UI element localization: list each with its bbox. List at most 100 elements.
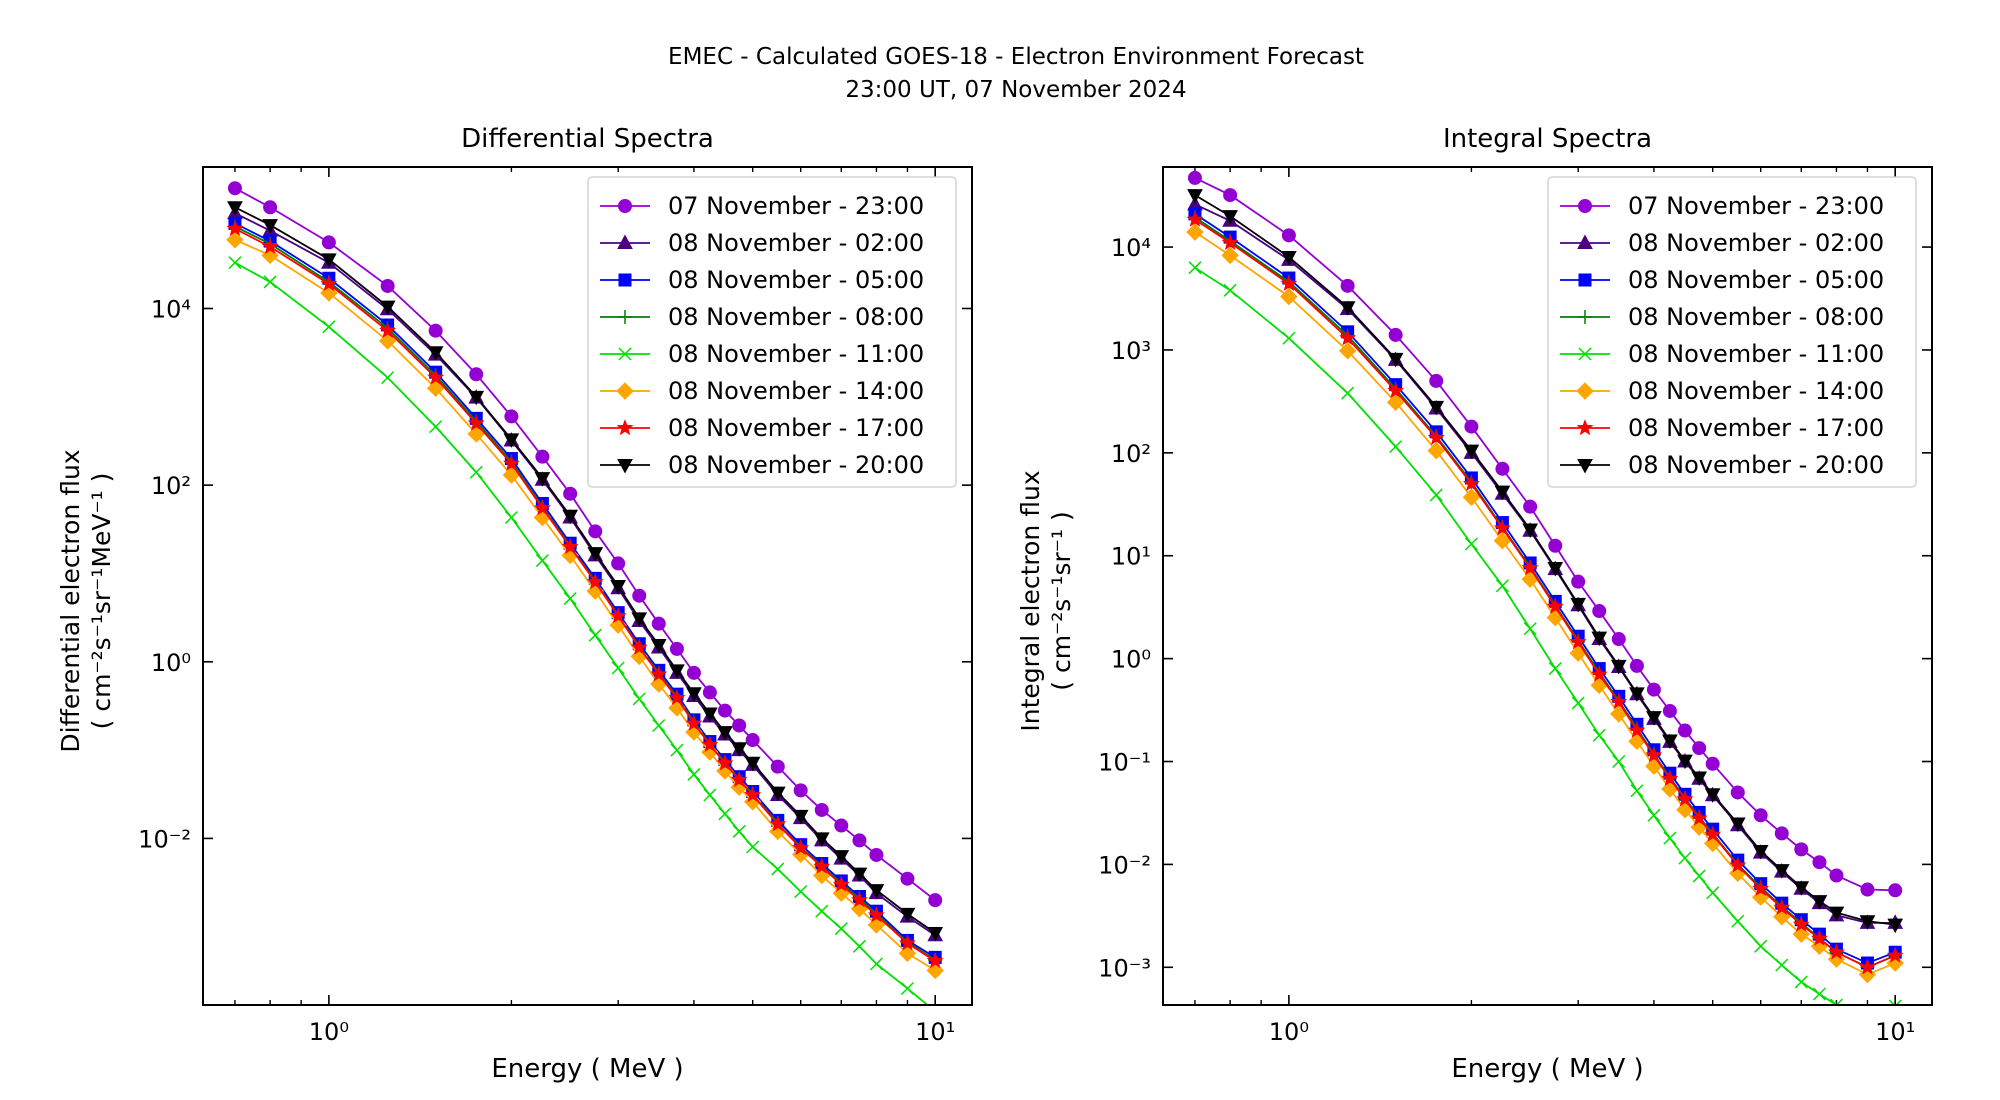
data-point [1591, 631, 1608, 647]
data-point [467, 425, 485, 443]
data-point [503, 433, 520, 448]
data-point [1677, 723, 1692, 738]
data-point [1794, 842, 1809, 857]
data-point [792, 839, 810, 856]
data-point [1704, 788, 1721, 803]
legend-entry: 08 November - 08:00 [600, 303, 924, 331]
data-point [769, 786, 786, 802]
data-point [1280, 274, 1298, 291]
data-point [1691, 771, 1708, 787]
data-point [668, 689, 686, 706]
data-point [502, 454, 520, 471]
data-point [1188, 261, 1202, 275]
data-point [869, 957, 883, 971]
y-axis-label: Integral electron flux [1016, 470, 1045, 731]
data-point [670, 743, 684, 757]
series-08-november-11-00 [1188, 261, 1902, 1005]
legend-marker [1578, 347, 1592, 361]
data-point [1888, 883, 1903, 898]
data-point [771, 862, 785, 876]
data-point [898, 934, 916, 951]
legend-label: 07 November - 23:00 [668, 192, 924, 220]
data-point [1187, 189, 1203, 204]
data-point [1611, 632, 1626, 647]
data-point [745, 733, 760, 748]
data-point [428, 323, 443, 338]
y-tick-label: 10⁻³ [1098, 954, 1151, 982]
data-point [379, 300, 396, 316]
data-point [1692, 869, 1706, 883]
data-point [730, 770, 748, 788]
y-tick-label: 10⁰ [1111, 646, 1151, 674]
figure-title-line1: EMEC - Calculated GOES-18 - Electron Env… [668, 44, 1364, 70]
data-point [380, 278, 395, 293]
data-point [1629, 687, 1645, 702]
data-point [1592, 728, 1606, 742]
data-point [1662, 734, 1678, 750]
figure-title-line2: 23:00 UT, 07 November 2024 [845, 77, 1186, 103]
legend-entry: 08 November - 02:00 [1560, 229, 1884, 257]
data-point [867, 906, 885, 923]
data-point [702, 707, 718, 723]
data-point [1223, 188, 1238, 203]
data-point [1590, 665, 1608, 682]
y-axis-units: ( cm⁻²s⁻¹sr⁻¹MeV⁻¹ ) [87, 473, 116, 730]
data-point [732, 824, 746, 838]
data-point [1387, 352, 1404, 368]
data-point [1428, 400, 1445, 416]
data-point [1523, 622, 1537, 636]
data-point [850, 891, 868, 908]
data-point [1775, 958, 1789, 972]
data-point [561, 537, 579, 555]
data-point [1547, 561, 1564, 577]
data-point [322, 320, 336, 334]
data-point [321, 253, 337, 268]
x-axis-label: Energy ( MeV ) [1451, 1054, 1643, 1084]
data-point [1630, 784, 1644, 798]
legend-label: 08 November - 14:00 [1628, 377, 1884, 405]
data-point [381, 371, 395, 385]
data-point [1752, 844, 1769, 860]
data-point [1546, 608, 1564, 627]
data-point [427, 368, 445, 385]
data-point [1827, 943, 1845, 960]
legend-entry: 07 November - 23:00 [600, 192, 924, 220]
data-point [632, 588, 647, 603]
series-08-november-20-00 [227, 201, 944, 942]
data-point [263, 200, 278, 215]
data-point [227, 201, 243, 216]
data-point [1661, 780, 1679, 798]
data-point [900, 981, 914, 996]
y-tick-label: 10⁰ [151, 649, 191, 677]
data-point [1493, 519, 1511, 536]
y-tick-label: 10³ [1111, 337, 1151, 365]
legend-marker [1578, 199, 1592, 213]
data-point [469, 465, 483, 479]
data-point [1221, 233, 1239, 251]
data-point [687, 767, 701, 781]
data-point [1570, 597, 1587, 613]
data-point [427, 346, 444, 361]
data-point [226, 219, 244, 236]
data-point [630, 638, 648, 655]
data-point [321, 235, 336, 250]
data-point [746, 840, 760, 854]
axes-frame [202, 166, 973, 1006]
data-point [1888, 999, 1902, 1005]
data-point [1387, 382, 1405, 399]
data-point [686, 665, 701, 680]
data-point [1339, 329, 1357, 346]
data-point [717, 703, 732, 718]
data-point [927, 926, 944, 942]
data-point [1645, 746, 1663, 763]
legend-marker [618, 310, 632, 324]
data-point [1495, 461, 1510, 476]
data-point [1222, 210, 1238, 225]
data-point [716, 754, 734, 771]
x-axis-label: Energy ( MeV ) [491, 1054, 683, 1084]
data-point [1859, 915, 1876, 930]
legend-entry: 08 November - 20:00 [1560, 451, 1884, 479]
y-tick-label: 10¹ [1111, 543, 1151, 571]
data-point [611, 556, 626, 571]
data-point [770, 759, 785, 774]
